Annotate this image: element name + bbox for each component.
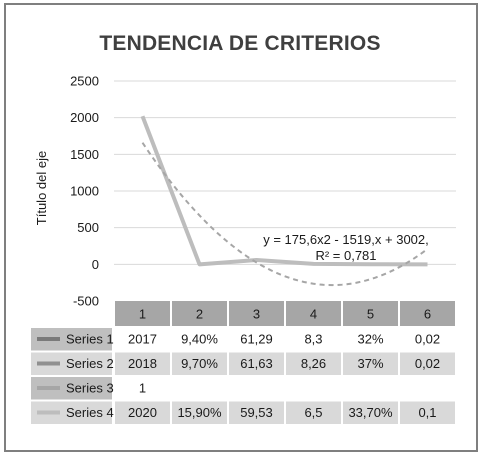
- y-axis-ticks: 2500 2000 1500 1000 500 0 -500: [70, 74, 99, 309]
- chart-title: TENDENCIA DE CRITERIOS: [99, 32, 380, 55]
- data-label: 32%: [357, 332, 383, 347]
- data-label: 0,1: [418, 405, 436, 420]
- data-label: 2018: [128, 356, 157, 371]
- data-label: 0,02: [415, 332, 440, 347]
- legend-label: Series 4: [66, 405, 114, 420]
- data-label: 1: [139, 381, 146, 396]
- x-tick-label: 6: [424, 307, 431, 322]
- x-tick-label: 2: [196, 307, 203, 322]
- y-tick-label: -500: [73, 294, 99, 309]
- plot-area: [140, 115, 429, 287]
- table-row-header: [31, 401, 112, 424]
- table-cell-bg: [400, 377, 455, 400]
- data-label: 61,63: [240, 356, 273, 371]
- table-cell-bg: [172, 328, 227, 351]
- table-cell-bg: [115, 352, 170, 375]
- data-label: 0,02: [415, 356, 440, 371]
- series-line-series-4: [140, 115, 428, 267]
- table-row-header: [31, 352, 112, 375]
- table-cell-bg: [400, 328, 455, 351]
- trendline: [141, 142, 429, 287]
- table-row-header: [31, 377, 112, 400]
- data-label: 2020: [128, 405, 157, 420]
- table-cell-bg: [286, 328, 341, 351]
- table-cell-bg: [400, 401, 455, 424]
- table-cell-bg: [286, 401, 341, 424]
- table-cell-bg: [286, 377, 341, 400]
- x-tick-label: 3: [253, 307, 260, 322]
- y-tick-label: 2000: [70, 110, 99, 125]
- trendline-r2: R² = 0,781: [315, 248, 376, 263]
- data-label: 33,70%: [348, 405, 393, 420]
- table-cell-bg: [229, 401, 284, 424]
- table-cell-bg: [343, 352, 398, 375]
- table-cell-bg: [343, 401, 398, 424]
- table-header-cell: [115, 301, 170, 326]
- table-header-cell: [172, 301, 227, 326]
- table-cell-bg: [343, 377, 398, 400]
- data-label: 15,90%: [177, 405, 222, 420]
- table-cell-bg: [115, 401, 170, 424]
- data-label: 59,53: [240, 405, 273, 420]
- legend-label: Series 1: [66, 332, 114, 347]
- table-cell-bg: [343, 328, 398, 351]
- table-cell-bg: [229, 328, 284, 351]
- y-tick-label: 500: [77, 220, 99, 235]
- data-label: 8,3: [304, 332, 322, 347]
- y-tick-label: 1000: [70, 184, 99, 199]
- data-label: 6,5: [304, 405, 322, 420]
- table-header-cell: [400, 301, 455, 326]
- table-cell-bg: [115, 328, 170, 351]
- table-cell-bg: [286, 352, 341, 375]
- table-cell-bg: [115, 377, 170, 400]
- x-tick-label: 5: [367, 307, 374, 322]
- data-label: 37%: [357, 356, 383, 371]
- x-tick-label: 4: [310, 307, 317, 322]
- table-row-header: [31, 328, 112, 351]
- table-cell-bg: [229, 377, 284, 400]
- legend-label: Series 3: [66, 381, 114, 396]
- data-table: 1 2 3 4 5 6 Series 1 2017 9,40% 61,29 8,3 32% 0,02 Se…: [31, 301, 455, 424]
- data-label: 61,29: [240, 332, 273, 347]
- y-tick-label: 2500: [70, 74, 99, 89]
- legend-label: Series 2: [66, 356, 114, 371]
- trendline-label: y = 175,6x2 - 1519,x + 3002, R² = 0,781: [263, 232, 429, 263]
- table-cell-bg: [172, 401, 227, 424]
- table-cell-bg: [229, 352, 284, 375]
- y-tick-label: 0: [92, 257, 99, 272]
- trendline-equation: y = 175,6x2 - 1519,x + 3002,: [263, 232, 429, 247]
- data-label: 8,26: [301, 356, 326, 371]
- table-header-cell: [343, 301, 398, 326]
- x-tick-label: 1: [139, 307, 146, 322]
- data-label: 9,40%: [181, 332, 218, 347]
- data-label: 9,70%: [181, 356, 218, 371]
- table-cell-bg: [172, 377, 227, 400]
- data-label: 2017: [128, 332, 157, 347]
- table-cell-bg: [400, 352, 455, 375]
- table-cell-bg: [172, 352, 227, 375]
- table-header-cell: [286, 301, 341, 326]
- y-axis-label: Título del eje: [34, 151, 49, 225]
- table-header-cell: [229, 301, 284, 326]
- y-tick-label: 1500: [70, 147, 99, 162]
